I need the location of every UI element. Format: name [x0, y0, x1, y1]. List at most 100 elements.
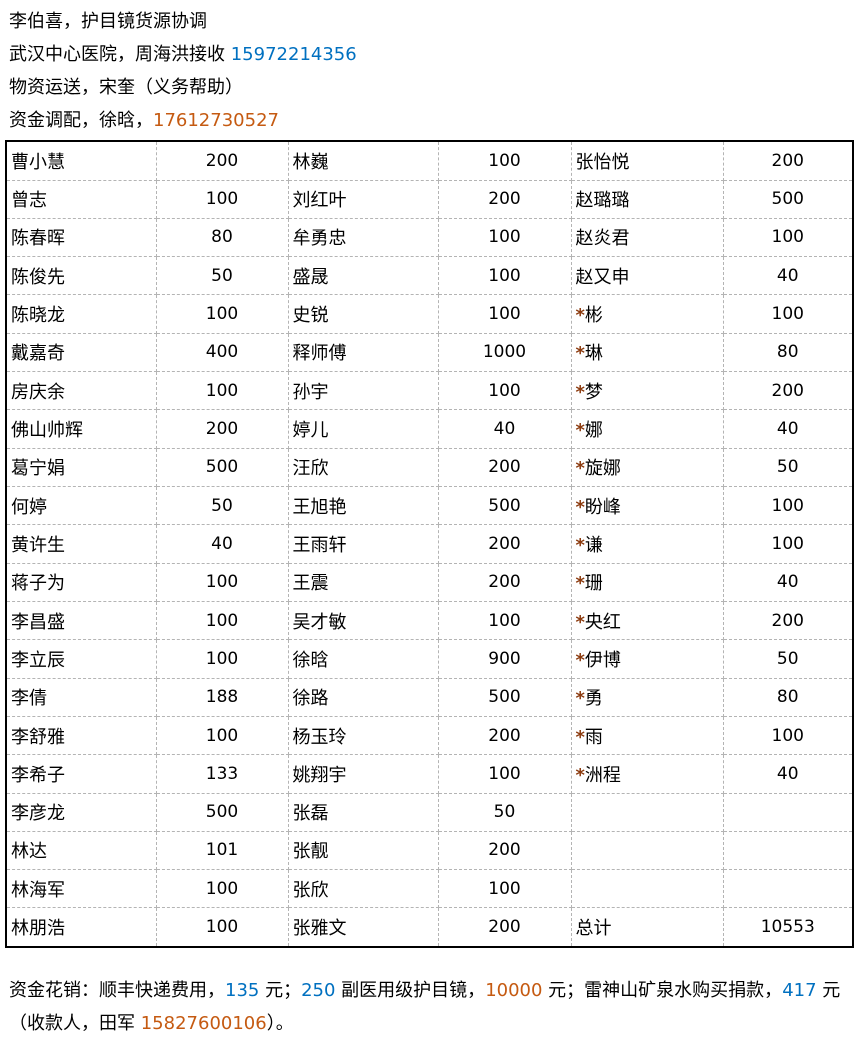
donor-name-cell: 葛宁娟 — [5, 447, 157, 488]
text-segment: 武汉中心医院，周海洪接收 — [9, 44, 231, 65]
text-segment: 资金花销：顺丰快递费用， — [9, 980, 225, 1001]
amount-cell: 500 — [437, 677, 572, 717]
amount-cell: 80 — [722, 677, 854, 717]
amount-cell: 40 — [722, 754, 854, 794]
anonymous-asterisk: * — [575, 343, 585, 365]
amount-cell: 100 — [722, 715, 854, 756]
anonymous-asterisk: * — [575, 496, 585, 518]
table-row: 李昌盛 100 吴才敏 100 *央红 200 — [5, 600, 854, 641]
amount-cell: 50 — [155, 486, 289, 526]
amount-cell: 80 — [155, 217, 289, 258]
table-row: 何婷 50 王旭艳 500 *盼峰 100 — [5, 486, 854, 526]
donor-name-cell: 孙宇 — [287, 371, 439, 411]
highlighted-number: 250 — [301, 980, 336, 1001]
donor-name-cell: 陈晓龙 — [5, 294, 157, 334]
donor-name-cell: *谦 — [570, 524, 724, 564]
amount-cell: 100 — [722, 524, 854, 564]
amount-cell: 200 — [437, 830, 572, 871]
amount-cell: 500 — [437, 486, 572, 526]
amount-cell: 200 — [437, 524, 572, 564]
amount-cell: 100 — [437, 371, 572, 411]
donor-name-cell: 林巍 — [287, 140, 439, 181]
table-row: 陈俊先 50 盛晟 100 赵又申 40 — [5, 256, 854, 296]
footer-note: 资金花销：顺丰快递费用，135 元；250 副医用级护目镜，10000 元；雷神… — [9, 974, 861, 1040]
donor-name-cell: 张磊 — [287, 792, 439, 832]
donor-name-cell: 婷儿 — [287, 409, 439, 449]
amount-cell: 500 — [155, 792, 289, 832]
donor-name-cell: 汪欣 — [287, 447, 439, 488]
header: 李伯喜，护目镜货源协调武汉中心医院，周海洪接收 15972214356 物资运送，… — [9, 5, 357, 137]
donor-name-cell: 陈春晖 — [5, 217, 157, 258]
donor-name-cell: 林朋浩 — [5, 907, 157, 948]
amount-cell: 200 — [155, 140, 289, 181]
amount-cell: 101 — [155, 830, 289, 871]
highlighted-number: 15827600106 — [140, 1013, 267, 1034]
amount-cell: 100 — [437, 256, 572, 296]
amount-cell: 100 — [155, 869, 289, 909]
highlighted-number: 15972214356 — [230, 44, 357, 65]
amount-cell: 100 — [155, 907, 289, 948]
amount-cell: 50 — [722, 639, 854, 679]
anonymous-asterisk: * — [575, 573, 585, 595]
donor-name-cell: 房庆余 — [5, 371, 157, 411]
amount-cell: 200 — [437, 447, 572, 488]
donor-name-cell: 李昌盛 — [5, 600, 157, 641]
amount-cell: 100 — [722, 486, 854, 526]
table-row: 林海军 100 张欣 100 — [5, 869, 854, 909]
text-segment: 资金调配，徐晗， — [9, 110, 153, 131]
table-row: 李立辰 100 徐晗 900 *伊博 50 — [5, 639, 854, 679]
donor-name-cell: 赵又申 — [570, 256, 724, 296]
donor-name-cell: 王雨轩 — [287, 524, 439, 564]
donor-name-cell: 盛晟 — [287, 256, 439, 296]
table-row: 曾志 100 刘红叶 200 赵璐璐 500 — [5, 179, 854, 219]
table-row: 李舒雅 100 杨玉玲 200 *雨 100 — [5, 715, 854, 756]
amount-cell: 200 — [437, 179, 572, 219]
donor-name-cell: *旋娜 — [570, 447, 724, 488]
table-row: 佛山帅辉 200 婷儿 40 *娜 40 — [5, 409, 854, 449]
header-line: 武汉中心医院，周海洪接收 15972214356 — [9, 38, 357, 71]
amount-cell: 100 — [437, 294, 572, 334]
header-line: 资金调配，徐晗，17612730527 — [9, 104, 357, 137]
amount-cell: 200 — [155, 409, 289, 449]
amount-cell: 40 — [155, 524, 289, 564]
amount-cell: 500 — [722, 179, 854, 219]
donor-name-cell: 林达 — [5, 830, 157, 871]
table-row: 黄许生 40 王雨轩 200 *谦 100 — [5, 524, 854, 564]
amount-cell: 40 — [437, 409, 572, 449]
donor-name-cell: 陈俊先 — [5, 256, 157, 296]
donor-name-cell: 蒋子为 — [5, 562, 157, 602]
amount-cell: 100 — [155, 371, 289, 411]
amount-cell: 40 — [722, 409, 854, 449]
donor-name-cell: *央红 — [570, 600, 724, 641]
donor-name-cell: 牟勇忠 — [287, 217, 439, 258]
total-label-cell: 总计 — [570, 907, 724, 948]
donor-name-cell: 李希子 — [5, 754, 157, 794]
amount-cell: 100 — [437, 140, 572, 181]
text-segment: 元；雷神山矿泉水购买捐款， — [542, 980, 783, 1001]
highlighted-number: 417 — [782, 980, 817, 1001]
donor-name-cell: 张怡悦 — [570, 140, 724, 181]
donor-name-cell: 曾志 — [5, 179, 157, 219]
donor-name-cell: 史锐 — [287, 294, 439, 334]
amount-cell: 900 — [437, 639, 572, 679]
donor-name-cell: *伊博 — [570, 639, 724, 679]
anonymous-asterisk: * — [575, 534, 585, 556]
amount-cell: 40 — [722, 256, 854, 296]
table-row: 戴嘉奇 400 释师傅 1000 *琳 80 — [5, 332, 854, 373]
highlighted-number: 135 — [225, 980, 260, 1001]
anonymous-asterisk: * — [575, 420, 585, 442]
text-segment: 物资运送，宋奎（义务帮助） — [9, 77, 243, 98]
amount-cell: 1000 — [437, 332, 572, 373]
donor-name-cell: *珊 — [570, 562, 724, 602]
donor-name-cell: 刘红叶 — [287, 179, 439, 219]
table-row: 蒋子为 100 王震 200 *珊 40 — [5, 562, 854, 602]
header-line: 物资运送，宋奎（义务帮助） — [9, 71, 357, 104]
amount-cell: 100 — [155, 600, 289, 641]
anonymous-asterisk: * — [575, 458, 585, 480]
text-segment: 李伯喜，护目镜货源协调 — [9, 11, 207, 32]
donor-name-cell: 张雅文 — [287, 907, 439, 948]
header-lines: 李伯喜，护目镜货源协调武汉中心医院，周海洪接收 15972214356 物资运送，… — [9, 5, 357, 137]
highlighted-number: 10000 — [485, 980, 543, 1001]
amount-cell: 100 — [437, 754, 572, 794]
amount-cell: 188 — [155, 677, 289, 717]
